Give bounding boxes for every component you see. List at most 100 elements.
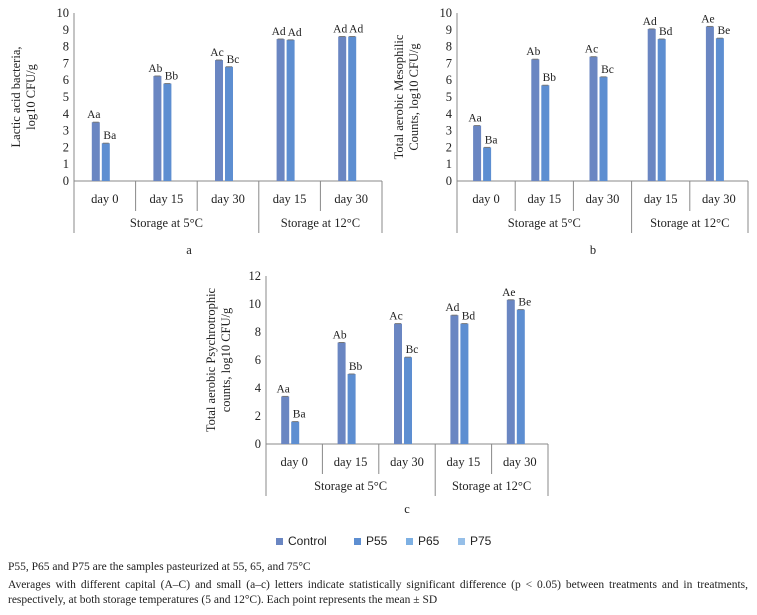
legend-swatch <box>458 538 465 545</box>
x-tick-label: day 30 <box>390 455 424 469</box>
panel-label: a <box>186 243 192 257</box>
y-axis-title-line: Counts, log10 CFU/g <box>407 43 421 151</box>
y-tick-label: 2 <box>446 140 452 154</box>
x-tick-label: day 0 <box>91 192 118 206</box>
significance-label: Aa <box>468 113 481 125</box>
legend-item-p65: P65 <box>406 534 439 548</box>
legend-item-p75: P75 <box>458 534 491 548</box>
y-axis-title-line: Total aerobic Mesophilic <box>392 34 406 159</box>
y-tick-label: 10 <box>249 297 262 311</box>
bar-p55 <box>715 38 724 182</box>
y-tick-label: 3 <box>63 124 69 138</box>
significance-label: Ba <box>103 130 116 142</box>
y-tick-label: 2 <box>255 409 261 423</box>
bar-p55 <box>657 39 666 181</box>
group-label: Storage at 5°C <box>130 216 203 230</box>
bar-p55 <box>286 39 295 181</box>
group-label: Storage at 5°C <box>508 216 581 230</box>
x-tick-label: day 30 <box>334 192 368 206</box>
significance-label: Aa <box>276 383 289 395</box>
y-tick-label: 6 <box>255 353 261 367</box>
significance-label: Be <box>518 297 531 309</box>
significance-label: Ac <box>389 311 402 323</box>
y-axis-title-line: Lactic acid bacteria, <box>9 47 23 148</box>
y-axis-title-line: counts, log10 CFU/g <box>219 307 233 412</box>
y-tick-label: 12 <box>249 269 262 283</box>
significance-label: Ac <box>585 44 598 56</box>
y-tick-label: 2 <box>63 140 69 154</box>
y-tick-label: 6 <box>446 73 452 87</box>
bar-control <box>91 122 100 181</box>
x-tick-label: day 15 <box>644 192 678 206</box>
x-tick-label: day 30 <box>503 455 537 469</box>
significance-label: Bd <box>659 26 673 38</box>
bar-control <box>705 26 714 181</box>
significance-label: Bc <box>227 54 240 66</box>
group-label: Storage at 12°C <box>650 216 729 230</box>
significance-label: Ba <box>293 409 306 421</box>
y-tick-label: 8 <box>63 40 69 54</box>
x-tick-label: day 30 <box>702 192 736 206</box>
legend-label: Control <box>288 534 327 548</box>
y-tick-label: 0 <box>446 174 452 188</box>
legend-swatch <box>354 538 361 545</box>
significance-label: Be <box>718 25 731 37</box>
y-tick-label: 0 <box>255 437 261 451</box>
significance-label: Bb <box>349 361 363 373</box>
bar-control <box>506 299 515 444</box>
group-label: Storage at 12°C <box>452 479 531 493</box>
y-tick-label: 7 <box>63 56 69 70</box>
y-tick-label: 6 <box>63 73 69 87</box>
y-axis-title: Total aerobic MesophilicCounts, log10 CF… <box>392 34 421 159</box>
bar-control <box>337 342 346 444</box>
bar-control <box>394 323 402 444</box>
y-tick-label: 10 <box>57 6 70 20</box>
significance-label: Bb <box>165 71 179 83</box>
bar-p55 <box>599 76 608 181</box>
footnote-statistics: Averages with different capital (A–C) an… <box>8 579 748 606</box>
group-label: Storage at 5°C <box>314 479 387 493</box>
panel-label: b <box>590 243 596 257</box>
bar-p55 <box>163 83 172 181</box>
significance-label: Bb <box>543 72 557 84</box>
bar-p55 <box>348 36 357 181</box>
legend-label: P65 <box>418 534 440 548</box>
significance-label: Bc <box>601 64 614 76</box>
bar-control <box>450 315 459 444</box>
bar-p55 <box>541 85 550 181</box>
significance-label: Ac <box>210 47 223 59</box>
bar-control <box>338 36 347 181</box>
y-tick-label: 10 <box>440 6 453 20</box>
y-axis-title: Total aerobic Psychrotrophiccounts, log1… <box>204 287 233 432</box>
x-tick-label: day 15 <box>150 192 184 206</box>
bar-p55 <box>225 66 233 181</box>
significance-label: Ae <box>502 287 515 299</box>
bar-p55 <box>404 357 412 444</box>
significance-label: Ab <box>333 330 347 342</box>
y-tick-label: 0 <box>63 174 69 188</box>
x-tick-label: day 0 <box>472 192 499 206</box>
legend-swatch <box>406 538 413 545</box>
significance-label: Bd <box>462 311 476 323</box>
y-tick-label: 1 <box>446 157 452 171</box>
significance-label: Ba <box>485 134 498 146</box>
y-tick-label: 7 <box>446 56 452 70</box>
significance-label: Ad <box>643 16 657 28</box>
group-label: Storage at 12°C <box>281 216 360 230</box>
legend-swatch <box>276 538 283 545</box>
legend-label: P55 <box>366 534 388 548</box>
y-axis-title-line: log10 CFU/g <box>24 63 38 129</box>
y-tick-label: 9 <box>63 23 69 37</box>
bar-p55 <box>483 147 492 181</box>
x-tick-label: day 30 <box>586 192 620 206</box>
bar-p55 <box>516 309 525 444</box>
significance-label: Ad <box>445 302 459 314</box>
bar-control <box>647 28 656 182</box>
bar-control <box>473 125 482 181</box>
y-tick-label: 4 <box>446 107 453 121</box>
bar-control <box>215 60 223 181</box>
significance-label: Ad <box>349 24 363 36</box>
x-tick-label: day 15 <box>527 192 561 206</box>
bar-p55 <box>347 374 356 444</box>
